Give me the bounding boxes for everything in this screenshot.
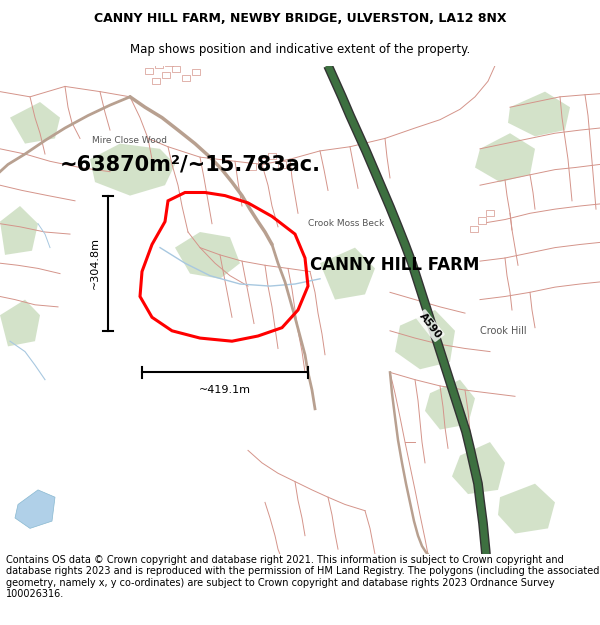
Polygon shape — [320, 248, 375, 299]
Polygon shape — [486, 210, 494, 216]
Polygon shape — [395, 310, 455, 369]
Polygon shape — [258, 158, 266, 164]
Text: CANNY HILL FARM: CANNY HILL FARM — [310, 256, 479, 274]
Polygon shape — [452, 442, 505, 494]
Polygon shape — [0, 206, 38, 255]
Polygon shape — [165, 59, 173, 66]
Text: Crook Moss Beck: Crook Moss Beck — [308, 219, 384, 228]
Text: Contains OS data © Crown copyright and database right 2021. This information is : Contains OS data © Crown copyright and d… — [6, 554, 599, 599]
Text: Crook Hill: Crook Hill — [480, 326, 527, 336]
Text: A590: A590 — [417, 311, 443, 341]
Text: ~419.1m: ~419.1m — [199, 385, 251, 395]
Polygon shape — [268, 153, 276, 159]
Polygon shape — [498, 484, 555, 534]
Polygon shape — [172, 66, 180, 72]
Polygon shape — [145, 68, 153, 74]
Polygon shape — [90, 144, 175, 196]
Polygon shape — [15, 490, 55, 528]
Text: Map shows position and indicative extent of the property.: Map shows position and indicative extent… — [130, 42, 470, 56]
Polygon shape — [278, 161, 286, 168]
Polygon shape — [475, 133, 535, 182]
Polygon shape — [425, 379, 475, 429]
Polygon shape — [508, 92, 570, 136]
Text: CANNY HILL FARM, NEWBY BRIDGE, ULVERSTON, LA12 8NX: CANNY HILL FARM, NEWBY BRIDGE, ULVERSTON… — [94, 12, 506, 25]
Polygon shape — [470, 226, 478, 232]
Text: ~304.8m: ~304.8m — [90, 238, 100, 289]
Polygon shape — [162, 72, 170, 78]
Polygon shape — [155, 61, 163, 68]
Polygon shape — [182, 75, 190, 81]
Text: Mire Close Wood: Mire Close Wood — [92, 136, 167, 145]
Polygon shape — [478, 217, 486, 224]
Polygon shape — [192, 69, 200, 75]
Polygon shape — [0, 299, 40, 346]
Polygon shape — [152, 78, 160, 84]
Polygon shape — [248, 163, 256, 169]
Text: ~63870m²/~15.783ac.: ~63870m²/~15.783ac. — [60, 154, 321, 174]
Polygon shape — [175, 232, 240, 279]
Polygon shape — [10, 102, 60, 144]
